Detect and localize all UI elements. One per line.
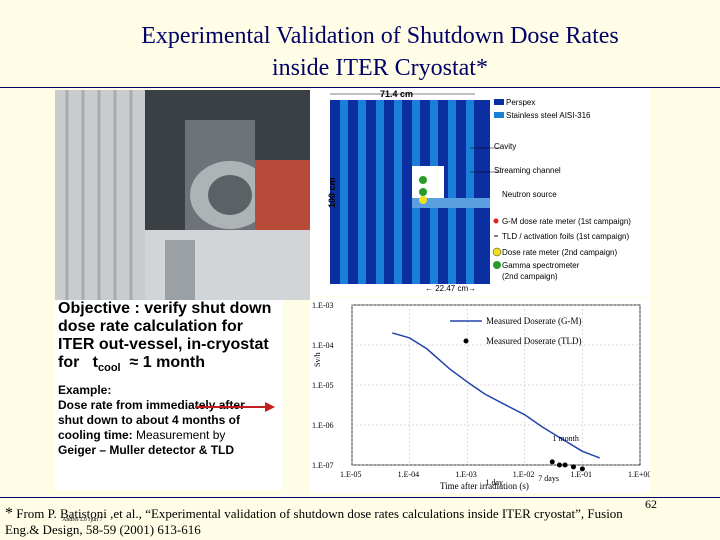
height-label: 100 cm [327,177,337,208]
x-axis-label: Time after irradiation (s) [440,481,529,491]
setup-photo [55,90,310,300]
x-tick-label: 1.E-01 [570,470,592,479]
svg-text:Cavity: Cavity [494,142,516,151]
footnote-star: * [5,505,13,522]
x-tick-label: 1.E-04 [398,470,420,479]
annotation-1-month: 1 month [552,434,578,443]
svg-text:TLD / activation foils (1st ca: TLD / activation foils (1st campaign) [502,232,629,241]
mockup-diagram: 71.4 cm 100 cm ← 22.47 cm→ Perspex Stain… [310,88,650,296]
footer-rule [0,497,720,498]
objective-line-4: for tcool ≈ 1 month [55,354,283,377]
legend-tld-label: Measured Doserate (TLD) [486,336,581,346]
svg-text:Streaming channel: Streaming channel [494,166,561,175]
example-line-3: cooling time: Measurement by [58,428,226,443]
y-tick-label: 1.E-07 [312,461,334,470]
example-line-2: shut down to about 4 months of [58,413,240,428]
author-note: Ahdrei Lo rjun 7 [62,517,103,523]
svg-text:Neutron source: Neutron source [502,190,557,199]
tld-point [570,464,576,470]
title-rule [0,87,720,88]
y-tick-label: 1.E-03 [312,301,334,310]
x-tick-label: 1.E-05 [340,470,362,479]
x-tick-label: 1.E+00 [628,470,650,479]
gamma-spectrometer-marker [419,176,427,184]
example-line-4: Geiger – Muller detector & TLD [58,443,235,458]
svg-text:Dose rate meter (2nd campaign): Dose rate meter (2nd campaign) [502,248,618,257]
y-axis-label: Sv/h [313,352,322,367]
objective-line-1: Objective : verify shut down [58,300,272,317]
page-number: 62 [645,497,657,511]
doserate-chart: 1.E-05 1.E-04 1.E-03 1.E-02 1.E-01 1.E+00 1.E-… [310,297,651,493]
title-line-2: inside ITER Cryostat* [272,55,488,81]
title-line-1: Experimental Validation of Shutdown Dose… [141,23,619,49]
objective-box: Objective : verify shut down dose rate c… [55,300,283,490]
tld-point [579,466,585,472]
example-line-1: Dose rate from immediately after [58,398,245,413]
objective-line-2: dose rate calculation for [58,318,243,335]
perspex-block [330,100,490,284]
approx-month: ≈ 1 month [129,354,205,371]
objective-line-3: ITER out-vessel, in-cryostat [58,336,269,353]
tld-point [556,462,562,468]
x-tick-label: 1.E-02 [513,470,535,479]
annotation-7-days: 7 days [538,474,559,483]
streaming-channel [412,198,490,208]
annotation-1-day: 1 day [485,478,503,487]
dose-rate-marker [419,196,427,204]
tld-point [562,462,568,468]
example-label: Example: [58,383,112,398]
svg-text:(2nd campaign): (2nd campaign) [502,272,558,281]
svg-text:Stainless steel AISI-316: Stainless steel AISI-316 [506,111,591,120]
y-tick-label: 1.E-05 [312,381,334,390]
x-tick-label: 1.E-03 [455,470,477,479]
t-subscript: cool [98,362,121,375]
tld-point [549,459,555,465]
footnote: * From P. Batistoni ,et al., “Experiment… [5,506,717,538]
bottom-label: ← 22.47 cm→ [425,284,476,293]
svg-text:Perspex: Perspex [506,98,535,107]
legend-tld-marker [463,338,469,344]
series-gm-line [392,332,601,459]
for-word: for [58,354,80,371]
svg-text:Gamma spectrometer: Gamma spectrometer [502,261,580,270]
y-tick-label: 1.E-06 [312,421,334,430]
footnote-text: From P. Batistoni ,et al., “Experimental… [13,506,623,521]
t-symbol: t [92,354,98,371]
legend-gm-label: Measured Doserate (G-M) [486,316,581,326]
slide-title: Experimental Validation of Shutdown Dose… [40,20,720,84]
arrow-icon [195,402,275,412]
y-tick-label: 1.E-04 [312,341,334,350]
footnote-line-2: Eng.& Design, 58-59 (2001) 613-616 [5,522,201,537]
svg-text:G-M dose rate meter (1st campa: G-M dose rate meter (1st campaign) [502,217,631,226]
